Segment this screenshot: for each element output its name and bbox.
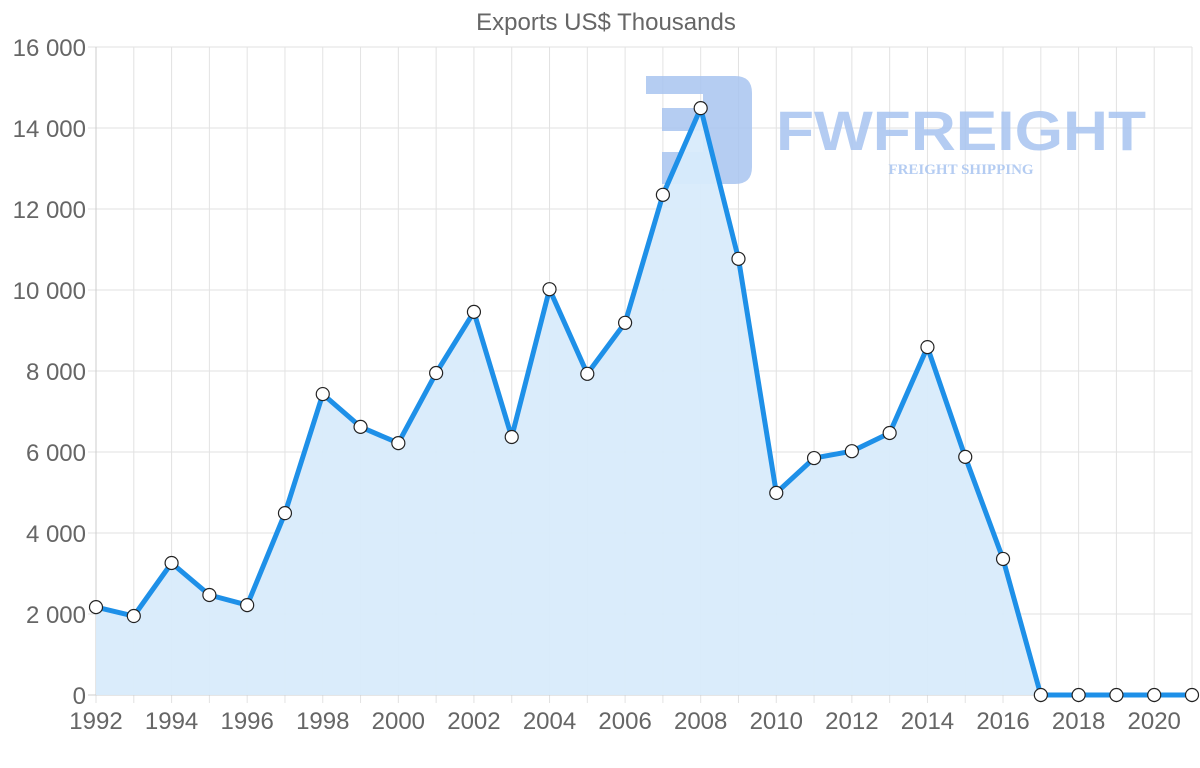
- fwfreight-watermark: FWFREIGHT FREIGHT SHIPPING: [646, 76, 1146, 184]
- x-tick-label: 2006: [598, 708, 651, 735]
- y-tick-label: 16 000: [13, 35, 86, 62]
- data-point-1995[interactable]: [202, 587, 217, 603]
- data-point-2018[interactable]: [1071, 687, 1086, 703]
- x-tick-label: 1996: [220, 708, 273, 735]
- chart-title: Exports US$ Thousands: [476, 9, 736, 36]
- data-point-2017[interactable]: [1033, 687, 1048, 703]
- data-point-2003[interactable]: [504, 429, 519, 445]
- data-point-2000[interactable]: [391, 435, 406, 451]
- x-tick-label: 2008: [674, 708, 727, 735]
- data-point-2014[interactable]: [920, 340, 935, 355]
- data-point-2013[interactable]: [882, 425, 897, 441]
- data-point-1996[interactable]: [240, 597, 255, 613]
- data-point-2005[interactable]: [580, 366, 595, 381]
- watermark-tagline: FREIGHT SHIPPING: [888, 162, 1033, 178]
- data-point-2012[interactable]: [844, 444, 859, 459]
- y-tick-label: 0: [73, 683, 86, 710]
- x-tick-label: 2012: [825, 708, 878, 735]
- axis-tick-labels: 0 2 000 4 000 6 000 8 000 10 000 12 000 14 000 1…: [13, 35, 1181, 735]
- watermark-brand: FWFREIGHT: [776, 99, 1146, 162]
- data-point-2004[interactable]: [542, 282, 557, 297]
- y-tick-label: 2 000: [26, 602, 86, 629]
- data-point-2008[interactable]: [693, 101, 708, 116]
- data-point-1994[interactable]: [164, 555, 179, 571]
- data-point-2001[interactable]: [429, 365, 444, 381]
- data-point-2002[interactable]: [466, 304, 482, 319]
- x-tick-label: 2004: [523, 708, 576, 735]
- data-points: [88, 101, 1200, 703]
- data-point-2010[interactable]: [769, 485, 784, 501]
- data-point-2015[interactable]: [958, 449, 973, 464]
- y-tick-label: 10 000: [13, 278, 86, 305]
- x-tick-label: 1994: [145, 708, 198, 735]
- x-tick-label: 1992: [69, 708, 122, 735]
- y-tick-label: 14 000: [13, 116, 86, 143]
- x-tick-label: 2010: [750, 708, 803, 735]
- data-point-1999[interactable]: [353, 419, 368, 434]
- data-point-2006[interactable]: [618, 315, 633, 330]
- data-point-2011[interactable]: [806, 450, 822, 466]
- data-point-1993[interactable]: [126, 608, 141, 624]
- y-tick-label: 6 000: [26, 440, 86, 467]
- y-tick-label: 12 000: [13, 197, 86, 224]
- data-point-2020[interactable]: [1147, 687, 1162, 703]
- data-line: [95, 105, 1192, 698]
- area-fill: [96, 108, 1192, 695]
- data-point-2009[interactable]: [731, 251, 746, 266]
- data-point-1997[interactable]: [277, 506, 293, 521]
- x-tick-label: 2014: [901, 708, 954, 735]
- x-tick-label: 2020: [1128, 708, 1181, 735]
- x-tick-label: 2000: [372, 708, 425, 735]
- data-point-1998[interactable]: [315, 386, 330, 402]
- x-tick-label: 1998: [296, 708, 349, 735]
- data-point-2019[interactable]: [1109, 687, 1124, 703]
- y-tick-label: 8 000: [26, 359, 86, 386]
- y-tick-label: 4 000: [26, 521, 86, 548]
- data-point-2007[interactable]: [655, 187, 670, 202]
- data-point-2016[interactable]: [995, 551, 1011, 567]
- data-point-2021[interactable]: [1184, 687, 1200, 703]
- x-tick-label: 2002: [447, 708, 500, 735]
- x-tick-label: 2018: [1052, 708, 1105, 735]
- x-tick-label: 2016: [976, 708, 1029, 735]
- data-point-1992[interactable]: [88, 600, 104, 615]
